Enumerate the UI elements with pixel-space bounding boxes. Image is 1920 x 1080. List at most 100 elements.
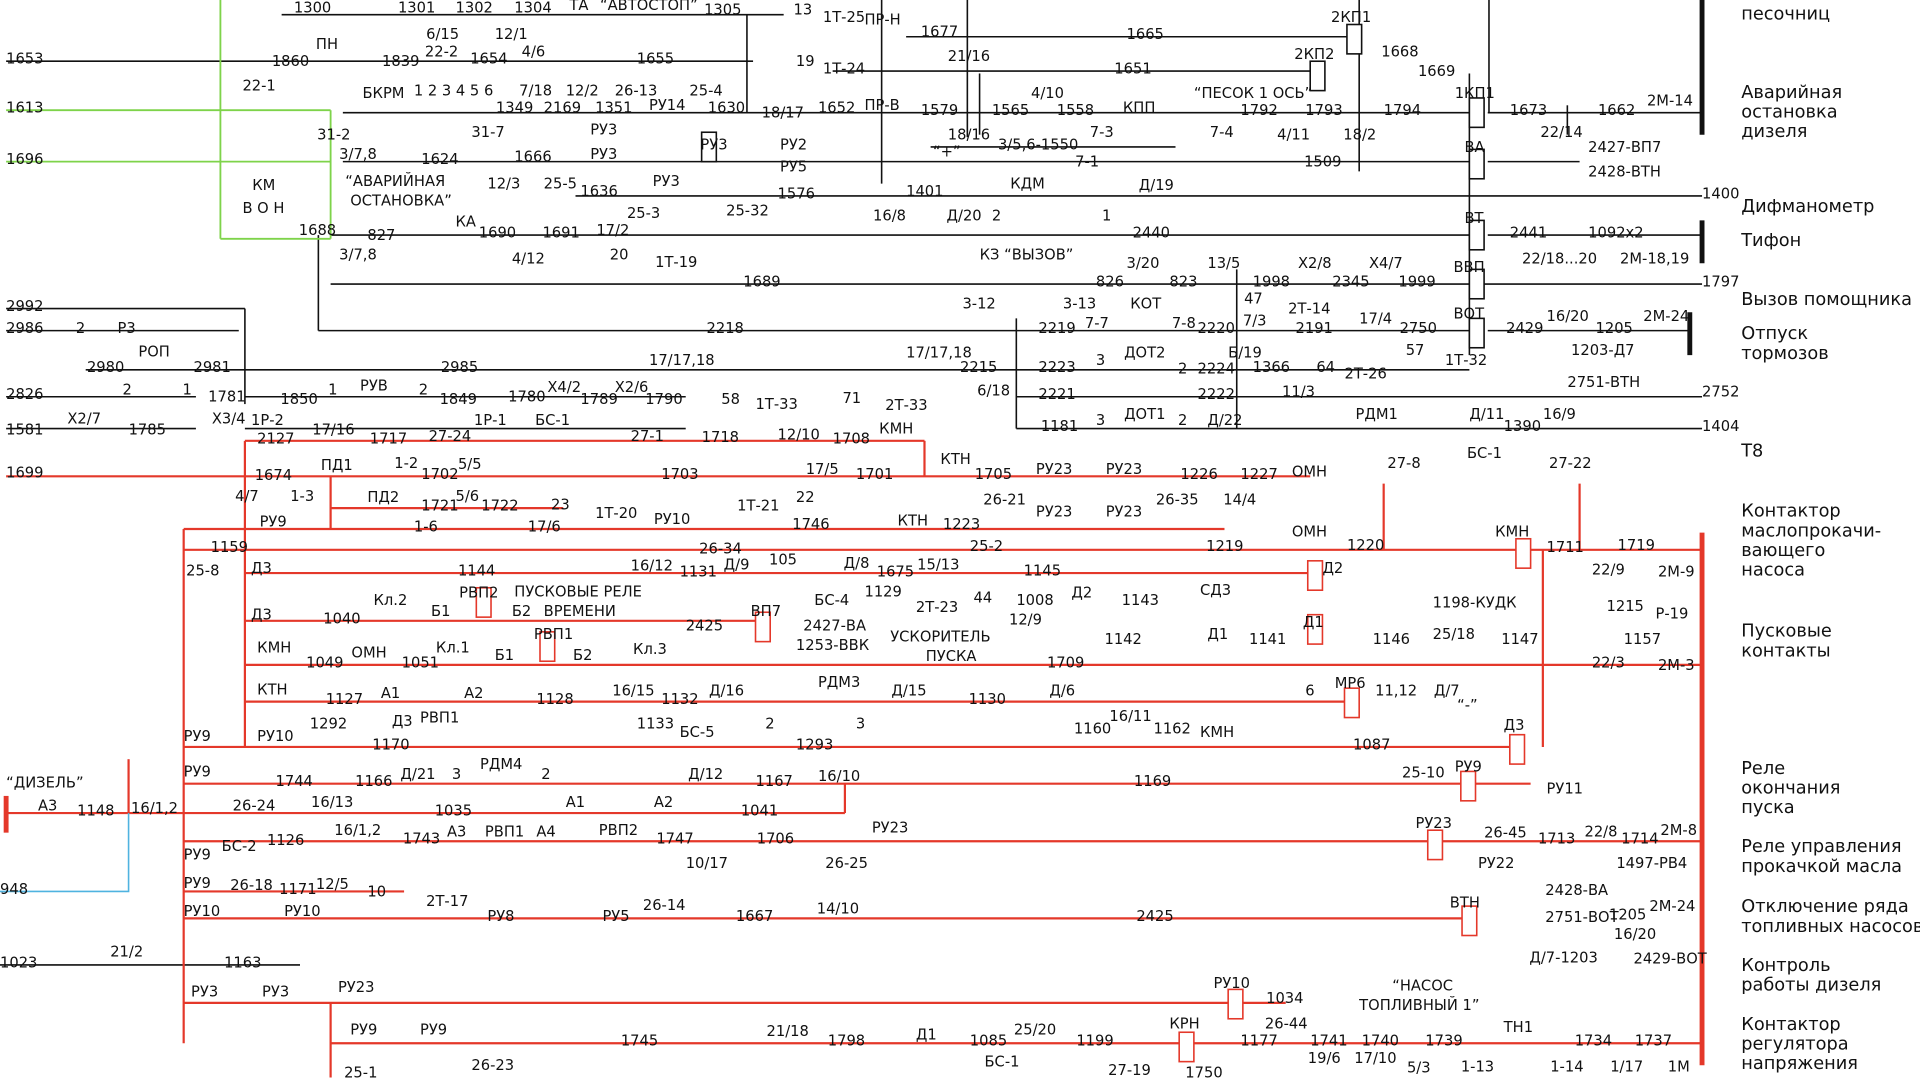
wire-label: 1292 xyxy=(310,716,347,733)
wire-label: РВП2 xyxy=(599,822,638,839)
wire-label: 2М-18,19 xyxy=(1620,250,1689,267)
wire-label: 1293 xyxy=(796,736,833,753)
wire-label: ПУСКА xyxy=(926,648,977,665)
wire-label: 1497-РВ4 xyxy=(1616,855,1687,872)
wire-label: 1167 xyxy=(756,773,793,790)
wire-label: РДМ1 xyxy=(1356,406,1398,423)
wire-label: 1Р-1 xyxy=(474,412,507,429)
wire-label: 6/18 xyxy=(977,383,1010,400)
wire-label: Д/9 xyxy=(724,556,750,573)
wire-label: 1Т-25 xyxy=(823,9,865,26)
wire-label: 1655 xyxy=(637,51,674,68)
wire-label: Х2/6 xyxy=(615,379,649,396)
wire-label: 1166 xyxy=(355,773,392,790)
wire-label: 2750 xyxy=(1400,320,1437,337)
wire-label: 2429 xyxy=(1506,320,1543,337)
wire-label: 7-1 xyxy=(1075,154,1099,171)
wire-label: 26-35 xyxy=(1156,491,1199,508)
wire-label: ПР-Н xyxy=(864,11,900,28)
wire-label: БС-2 xyxy=(222,838,257,855)
wire-label: 3 xyxy=(452,766,461,783)
wire-label: 17/16 xyxy=(312,422,354,439)
wire-label: 2127 xyxy=(257,430,294,447)
wire-label: 2169 xyxy=(544,100,581,117)
wire-label: 26-44 xyxy=(1265,1016,1308,1033)
wire-label: РУ9 xyxy=(184,875,211,892)
coil xyxy=(1468,317,1485,349)
wire-label: РУ9 xyxy=(420,1022,447,1039)
circuit-description: Дифманометр xyxy=(1741,197,1874,217)
wire-label: 58 xyxy=(721,391,740,408)
wire-label: 1132 xyxy=(661,691,698,708)
wire-label: РУ3 xyxy=(590,122,617,139)
wire-label: 1666 xyxy=(514,149,551,166)
wire-label: 2223 xyxy=(1038,359,1075,376)
wire-label: 2 xyxy=(992,207,1001,224)
wire-label: 1673 xyxy=(1510,102,1547,119)
wire-label: 22-1 xyxy=(242,78,275,95)
wire-label: 823 xyxy=(1169,274,1197,291)
wire-label: 2КП2 xyxy=(1294,46,1334,63)
wire-label: РДМ3 xyxy=(818,674,860,691)
wire-label: Д2 xyxy=(1071,585,1092,602)
wire-label: 2218 xyxy=(707,320,744,337)
wire-label: 3/7,8 xyxy=(339,146,377,163)
wire-label: 1581 xyxy=(6,422,43,439)
wire-label: 1737 xyxy=(1635,1033,1672,1050)
wire-label: 17/17,18 xyxy=(649,352,715,369)
wire-label: 1705 xyxy=(975,466,1012,483)
wire-label: РУ8 xyxy=(487,908,514,925)
wire-label: РУ9 xyxy=(350,1022,377,1039)
wire-label: УСКОРИТЕЛЬ xyxy=(890,629,990,646)
wire-label: 1Т-21 xyxy=(737,498,779,515)
coil xyxy=(539,631,556,663)
circuit-description: песочниц xyxy=(1741,5,1830,25)
wire-label: КТН xyxy=(257,681,287,698)
wire-label: Д/19 xyxy=(1139,177,1174,194)
wire-label: 948 xyxy=(0,881,28,898)
wire-label: 27-19 xyxy=(1108,1062,1151,1079)
coil xyxy=(1309,60,1326,92)
wire-label: 4/6 xyxy=(522,43,546,60)
wire-label: 18/2 xyxy=(1343,127,1376,144)
circuit-description: насоса xyxy=(1741,561,1805,581)
wire-label: 1049 xyxy=(306,654,343,671)
circuit-description: Контактор xyxy=(1741,502,1840,522)
wire-label: 1576 xyxy=(778,185,815,202)
wire-label: 1023 xyxy=(0,954,37,971)
wire-label: РВП2 xyxy=(459,585,498,602)
wire-label: 2751-ВОТ xyxy=(1545,909,1619,926)
wire-label: 25-4 xyxy=(689,83,722,100)
wire-label: 26-24 xyxy=(233,798,276,815)
wire-label: 1839 xyxy=(382,53,419,70)
circuit-description: вающего xyxy=(1741,541,1825,561)
wire-label: 17/17,18 xyxy=(906,345,972,362)
wire-label: РВП1 xyxy=(534,626,573,643)
wire-label: БКРМ xyxy=(362,85,404,102)
wire-label: 1349 xyxy=(496,100,533,117)
wire-label: РУ23 xyxy=(1036,461,1073,478)
wire-label: А1 xyxy=(381,685,400,702)
wire-label: 2Т-33 xyxy=(885,397,927,414)
wire-label: 1624 xyxy=(421,151,458,168)
wire-label: 2986 xyxy=(6,320,43,337)
wire-label: 3/7,8 xyxy=(339,247,377,264)
wire-label: 26-18 xyxy=(230,877,273,894)
wire-label: 2992 xyxy=(6,298,43,315)
wire-label: КПП xyxy=(1123,100,1156,117)
wire-label: 16/1,2 xyxy=(131,800,178,817)
wire-label: 1690 xyxy=(479,225,516,242)
wire-label: 2428-ВТН xyxy=(1588,163,1661,180)
wire-label: 1169 xyxy=(1134,773,1171,790)
wire-label: 31-7 xyxy=(471,124,504,141)
circuit-description: Реле xyxy=(1741,759,1785,779)
wire-label: РУ9 xyxy=(260,514,287,531)
wire-label: 21/18 xyxy=(767,1023,809,1040)
wire-label: 1780 xyxy=(508,389,545,406)
wire-label: 3 xyxy=(1096,352,1105,369)
wire-label: 27-8 xyxy=(1387,455,1420,472)
wire-label: 4/10 xyxy=(1031,85,1064,102)
wire-label: ВВП xyxy=(1453,259,1484,276)
wire-label: 25-32 xyxy=(726,203,769,220)
